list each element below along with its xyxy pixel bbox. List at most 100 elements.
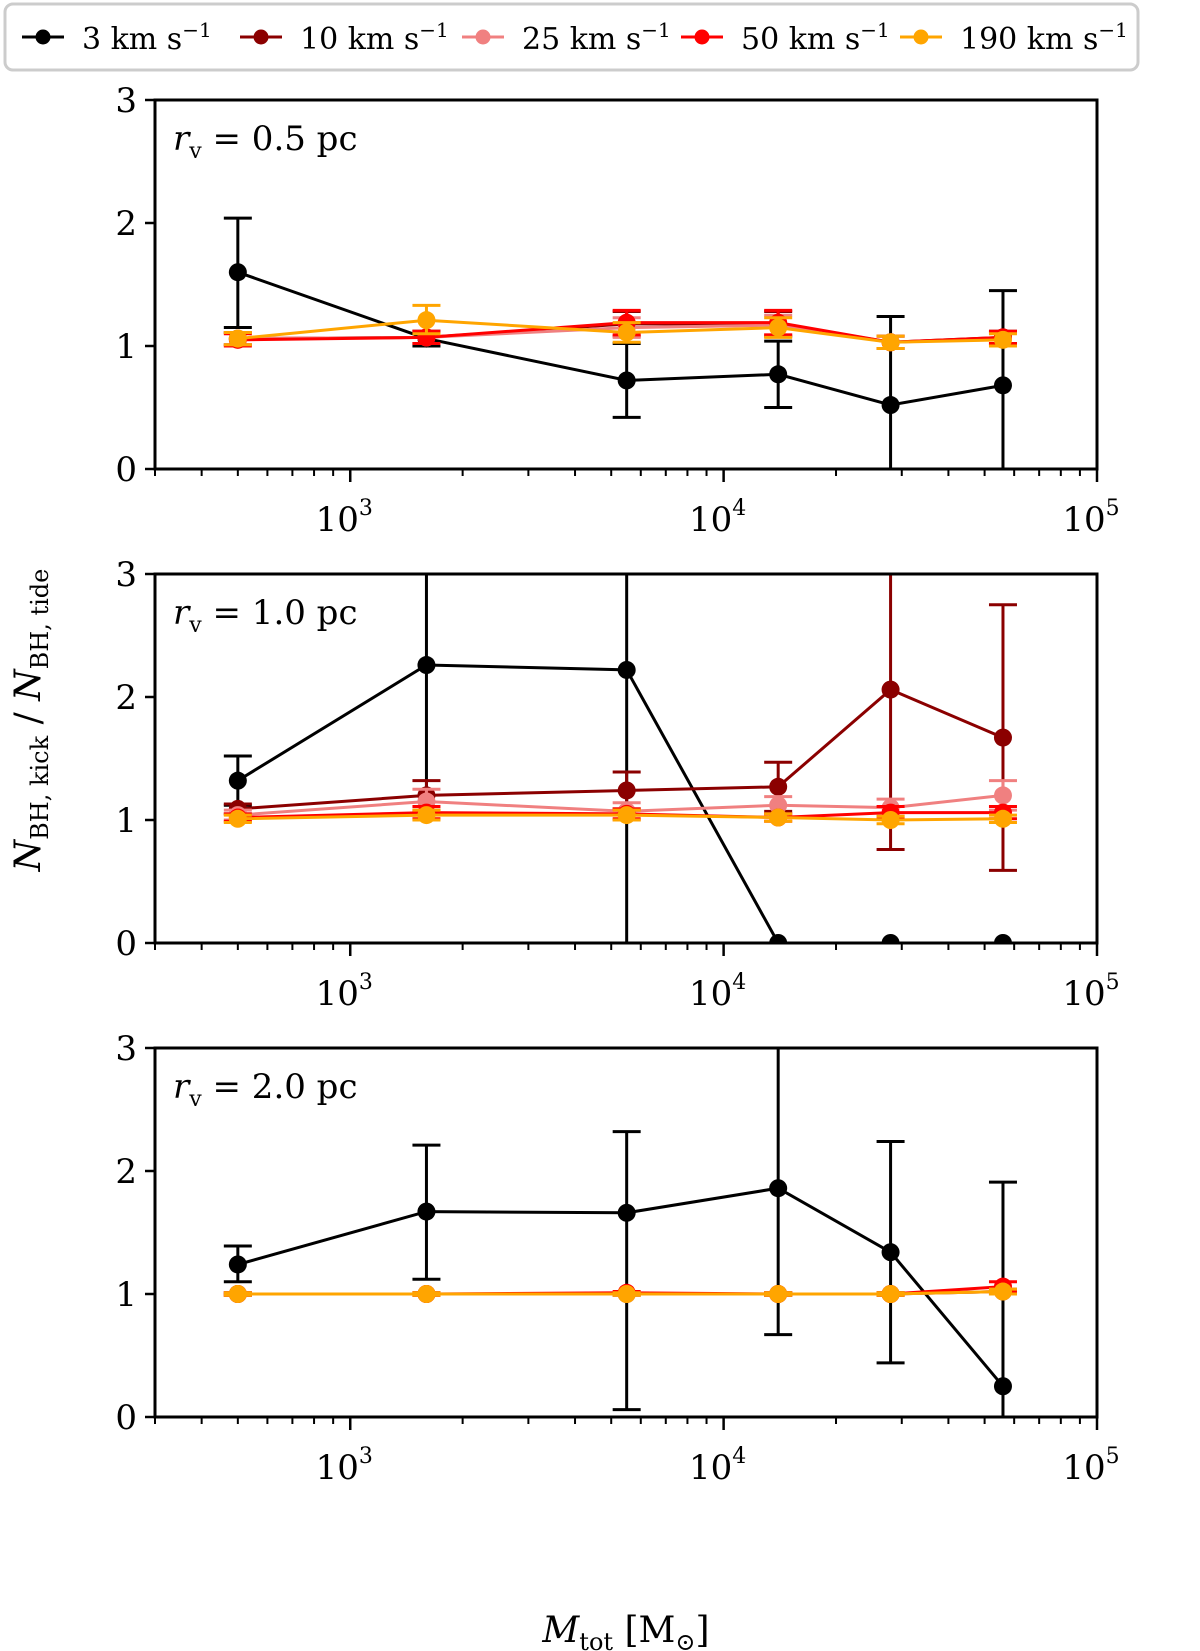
legend-label-exp: −1 bbox=[419, 18, 448, 42]
data-point bbox=[417, 311, 436, 330]
data-point bbox=[228, 771, 247, 790]
panel-label-sub: v bbox=[188, 139, 202, 164]
data-point bbox=[617, 781, 636, 800]
data-point bbox=[617, 806, 636, 825]
legend-label-text: 3 km s bbox=[82, 22, 182, 57]
x-tick-label: 103 bbox=[316, 970, 373, 1014]
data-point bbox=[881, 396, 900, 415]
data-point bbox=[228, 263, 247, 282]
data-point bbox=[993, 786, 1012, 805]
legend-entry: 50 km s−1 bbox=[681, 18, 890, 57]
data-point bbox=[769, 934, 788, 943]
x-tick-exp: 5 bbox=[1106, 1444, 1120, 1469]
legend-label: 10 km s−1 bbox=[300, 18, 449, 57]
panel-label: rv = 2.0 pc bbox=[173, 1067, 358, 1112]
x-tick-base: 10 bbox=[689, 974, 732, 1014]
data-point bbox=[993, 728, 1012, 747]
axis-labels: Mtot [M⊙]NBH, kick / NBH, tide bbox=[8, 569, 710, 1651]
data-point bbox=[617, 1285, 636, 1303]
x-tick-base: 10 bbox=[1062, 1448, 1105, 1488]
legend-label: 50 km s−1 bbox=[741, 18, 890, 57]
data-point bbox=[769, 365, 788, 384]
data-point bbox=[228, 1285, 247, 1303]
x-tick-exp: 4 bbox=[732, 1444, 746, 1469]
x-tick-exp: 4 bbox=[732, 970, 746, 995]
data-point bbox=[417, 1202, 436, 1221]
x-tick-label: 104 bbox=[689, 1444, 746, 1488]
series-190-kms bbox=[223, 1282, 1017, 1303]
x-axis-label-sub: tot bbox=[579, 1628, 613, 1651]
panel-label: rv = 0.5 pc bbox=[173, 119, 358, 164]
data-point bbox=[993, 1282, 1012, 1301]
panel-label-symbol: r bbox=[173, 593, 191, 633]
x-tick-label: 104 bbox=[689, 496, 746, 540]
x-tick-exp: 3 bbox=[359, 1444, 373, 1469]
x-tick-exp: 3 bbox=[359, 970, 373, 995]
data-point bbox=[881, 811, 900, 829]
series-190-kms bbox=[223, 303, 1017, 352]
x-axis-label-units: [M bbox=[613, 1610, 675, 1651]
series-line bbox=[237, 793, 1004, 817]
x-tick-label: 105 bbox=[1062, 1444, 1119, 1488]
data-point bbox=[769, 796, 788, 815]
y-axis-label-num: N bbox=[8, 838, 49, 872]
panel-label-symbol: r bbox=[173, 1067, 191, 1107]
panel-frame bbox=[153, 98, 1099, 471]
panel-label-sub: v bbox=[188, 613, 202, 638]
legend-label-text: 50 km s bbox=[741, 22, 860, 57]
data-point bbox=[769, 1179, 788, 1198]
series-line bbox=[237, 270, 1004, 407]
y-tick-label: 0 bbox=[115, 450, 137, 490]
x-axis-label: Mtot [M⊙] bbox=[541, 1610, 709, 1651]
x-tick-base: 10 bbox=[1062, 500, 1105, 540]
y-axis-label-sep: / bbox=[8, 701, 49, 736]
y-axis-label-num-sub: BH, kick bbox=[26, 735, 54, 839]
data-point bbox=[881, 680, 900, 699]
data-point bbox=[881, 934, 900, 943]
data-point bbox=[769, 1285, 788, 1303]
legend-entry: 10 km s−1 bbox=[240, 18, 449, 57]
series-10-kms bbox=[223, 574, 1017, 872]
x-tick-base: 10 bbox=[316, 500, 359, 540]
series-line bbox=[237, 1186, 1005, 1388]
legend-frame bbox=[3, 2, 1140, 72]
data-point bbox=[993, 809, 1012, 828]
legend-label: 25 km s−1 bbox=[522, 18, 671, 57]
data-point bbox=[769, 777, 788, 796]
series-line bbox=[237, 813, 1004, 822]
legend-entry: 190 km s−1 bbox=[900, 18, 1128, 57]
panel-label-text: = 0.5 pc bbox=[202, 119, 358, 159]
x-axis-label-units-sub: ⊙ bbox=[675, 1628, 695, 1651]
x-tick-exp: 5 bbox=[1106, 970, 1120, 995]
plot-area bbox=[223, 574, 1017, 943]
data-point bbox=[769, 808, 788, 827]
legend-entry: 3 km s−1 bbox=[22, 18, 212, 57]
x-tick-base: 10 bbox=[689, 1448, 732, 1488]
data-point bbox=[881, 1285, 900, 1303]
data-point bbox=[228, 809, 247, 828]
legend-marker bbox=[475, 29, 491, 45]
legend-label-exp: −1 bbox=[1098, 18, 1127, 42]
legend-label-text: 25 km s bbox=[522, 22, 641, 57]
x-tick-exp: 5 bbox=[1106, 496, 1120, 521]
panel-frame bbox=[153, 572, 1099, 945]
y-tick-label: 1 bbox=[115, 327, 137, 367]
x-tick-base: 10 bbox=[316, 974, 359, 1014]
legend-label-exp: −1 bbox=[641, 18, 670, 42]
y-tick-label: 3 bbox=[115, 555, 137, 595]
series-line bbox=[237, 687, 1004, 811]
data-point bbox=[417, 806, 436, 825]
series-line bbox=[237, 318, 1004, 344]
legend-marker bbox=[913, 29, 929, 45]
x-tick-exp: 3 bbox=[359, 496, 373, 521]
plot-area bbox=[223, 216, 1017, 469]
y-tick-label: 3 bbox=[115, 1029, 137, 1069]
x-tick-exp: 4 bbox=[732, 496, 746, 521]
panel-label-symbol: r bbox=[173, 119, 191, 159]
legend-label: 190 km s−1 bbox=[960, 18, 1128, 57]
x-tick-label: 104 bbox=[689, 970, 746, 1014]
